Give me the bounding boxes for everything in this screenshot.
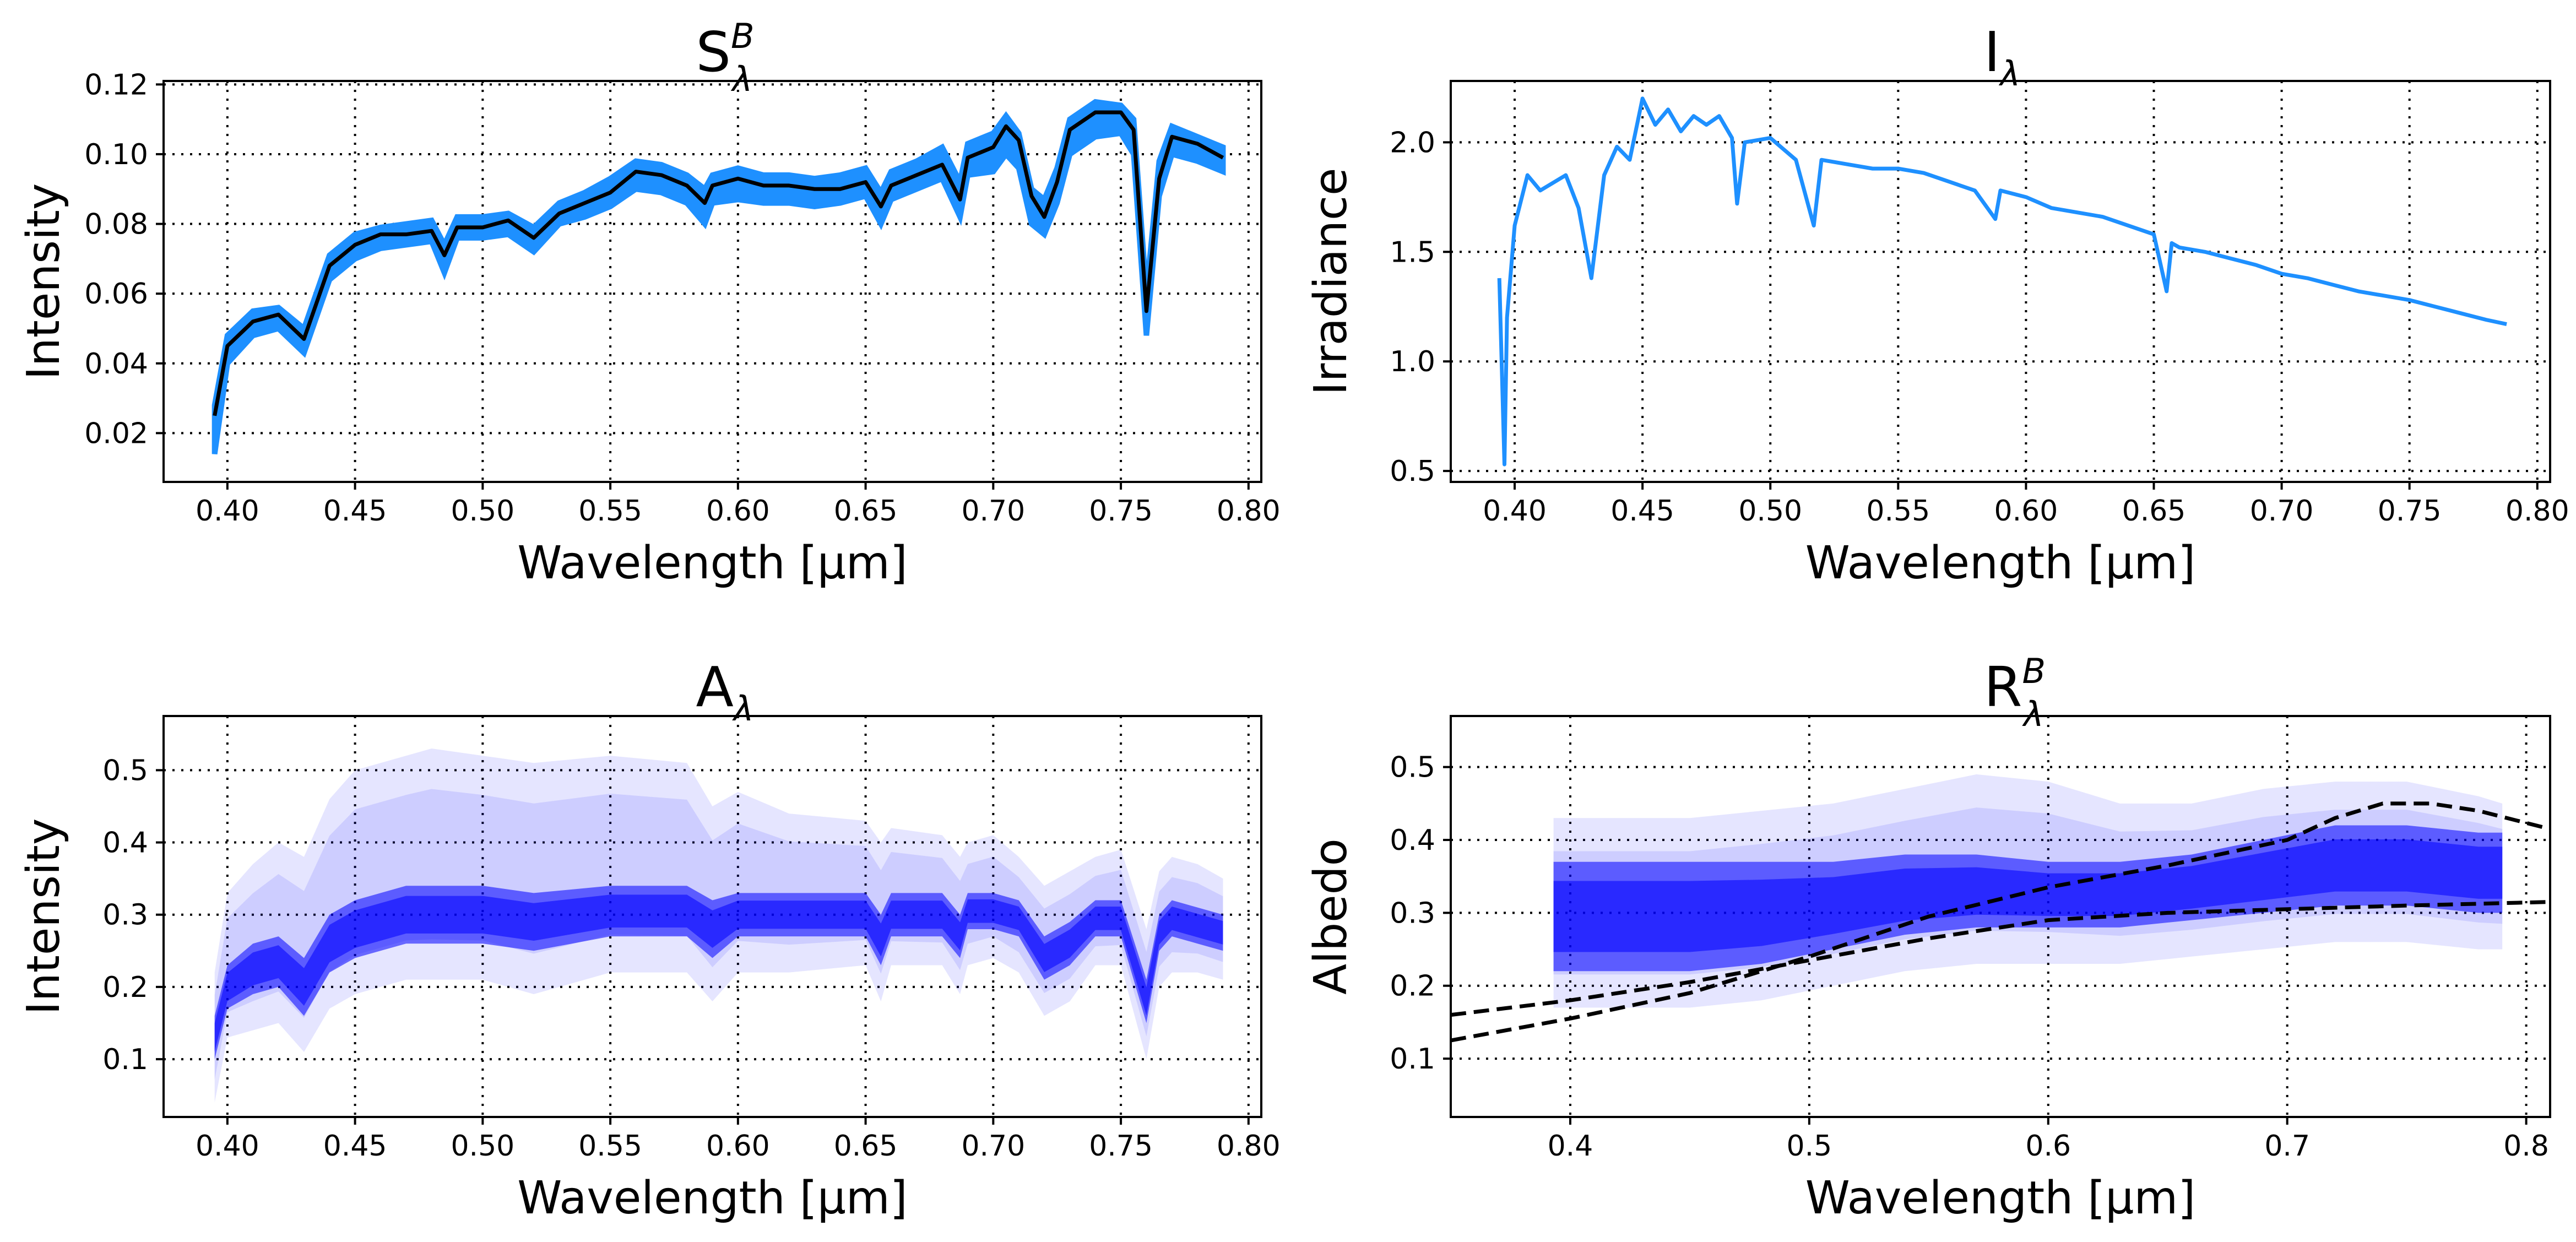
x-tick-label: 0.55 — [578, 495, 642, 528]
series-ensemble-layer-3 — [214, 894, 1223, 1052]
chart-title: SB λ — [696, 16, 755, 99]
series-line-0 — [1497, 96, 2507, 467]
chart-title-superscript: B — [2022, 651, 2046, 691]
chart-title-subscript: λ — [732, 688, 754, 729]
x-tick-label: 0.8 — [2503, 1130, 2549, 1163]
x-tick-label: 0.65 — [834, 495, 898, 528]
chart-title-main: R — [1984, 655, 2022, 719]
chart-panel-bottom-left: 0.40 0.45 0.50 0.55 0.60 0.65 0.70 0.75 0.80 0.1 0… — [18, 655, 1281, 1224]
y-tick-label: 0.10 — [84, 138, 148, 171]
chart-panel-top-right: 0.40 0.45 0.50 0.55 0.60 0.65 0.70 0.75 0.80 0.5 1… — [1305, 20, 2569, 589]
y-tick-label: 0.5 — [1390, 751, 1435, 784]
series-dashed-2 — [1451, 801, 2550, 1043]
plot-area — [211, 99, 1226, 455]
x-tick-label: 0.7 — [2264, 1130, 2310, 1163]
x-axis-label: Wavelength [μm] — [1805, 1172, 2196, 1224]
x-tick-label: 0.55 — [1866, 495, 1930, 528]
y-tick-label: 1.5 — [1390, 236, 1435, 269]
x-tick-label: 0.75 — [1089, 1130, 1153, 1163]
x-tick-label: 0.60 — [1994, 495, 2058, 528]
y-tick-label: 0.08 — [84, 208, 148, 241]
y-tick-label: 0.2 — [102, 971, 148, 1004]
x-tick-label: 0.50 — [451, 495, 514, 528]
y-tick-label: 0.4 — [102, 827, 148, 860]
x-axis-label: Wavelength [μm] — [1805, 537, 2196, 589]
x-axis-label: Wavelength [μm] — [517, 537, 908, 589]
x-tick-label: 0.70 — [961, 1130, 1025, 1163]
x-tick-label: 0.60 — [706, 1130, 770, 1163]
chart-title-main: I — [1984, 20, 2000, 84]
y-tick-label: 0.06 — [84, 278, 148, 311]
x-tick-label: 0.40 — [1483, 495, 1547, 528]
x-tick-label: 0.80 — [2506, 495, 2569, 528]
plot-frame — [162, 715, 1262, 1118]
x-axis-label: Wavelength [μm] — [517, 1172, 908, 1224]
y-tick-label: 0.3 — [1390, 897, 1435, 930]
plot-frame — [1450, 715, 2551, 1118]
y-tick-label: 0.2 — [1390, 970, 1435, 1003]
x-tick-label: 0.6 — [2025, 1130, 2071, 1163]
plot-frame — [162, 80, 1262, 483]
y-tick-label: 0.04 — [84, 348, 148, 381]
x-tick-label: 0.4 — [1548, 1130, 1593, 1163]
x-tick-label: 0.70 — [961, 495, 1025, 528]
plot-area — [1497, 96, 2507, 467]
plot-area — [214, 749, 1223, 1103]
chart-panel-top-left: 0.40 0.45 0.50 0.55 0.60 0.65 0.70 0.75 0.80 0.02… — [18, 16, 1281, 589]
grid — [1451, 81, 2550, 482]
x-tick-label: 0.45 — [323, 495, 387, 528]
x-tick-label: 0.60 — [706, 495, 770, 528]
x-tick-label: 0.50 — [1738, 495, 1802, 528]
y-tick-label: 2.0 — [1390, 126, 1435, 159]
x-tick-label: 0.45 — [1610, 495, 1674, 528]
series-ensemble-layer-3 — [1553, 839, 2503, 952]
y-tick-label: 0.4 — [1390, 824, 1435, 857]
plot-area — [1451, 774, 2550, 1043]
chart-title: RB λ — [1984, 651, 2046, 734]
chart-title-subscript: λ — [2022, 694, 2044, 734]
y-axis-label: Albedo — [1305, 838, 1357, 995]
x-tick-label: 0.55 — [578, 1130, 642, 1163]
chart-title-subscript: λ — [731, 59, 753, 99]
chart-title-superscript: B — [731, 16, 755, 56]
chart-title-main: S — [696, 20, 731, 84]
x-tick-label: 0.75 — [1089, 495, 1153, 528]
x-tick-label: 0.45 — [323, 1130, 387, 1163]
x-tick-label: 0.75 — [2378, 495, 2442, 528]
chart-title: Iλ — [1984, 20, 2020, 94]
y-tick-label: 0.02 — [84, 417, 148, 450]
series-band-0 — [211, 99, 1226, 455]
series-dashed-1 — [1451, 900, 2550, 1017]
y-tick-label: 1.0 — [1390, 345, 1435, 378]
x-tick-label: 0.40 — [196, 495, 259, 528]
x-tick-label: 0.80 — [1217, 495, 1281, 528]
x-tick-label: 0.80 — [1217, 1130, 1281, 1163]
x-tick-label: 0.5 — [1787, 1130, 1832, 1163]
x-tick-label: 0.50 — [451, 1130, 514, 1163]
x-tick-label: 0.65 — [2122, 495, 2186, 528]
chart-title-subscript: λ — [1999, 53, 2021, 94]
chart-title: Aλ — [696, 655, 754, 729]
series-line-1 — [213, 110, 1224, 416]
chart-panel-bottom-right: 0.4 0.5 0.6 0.7 0.8 0.1 0.2 0.3 0.4 0.5 Wavelength… — [1305, 651, 2551, 1224]
y-tick-label: 0.3 — [102, 899, 148, 932]
chart-title-main: A — [696, 655, 734, 719]
y-tick-label: 0.12 — [84, 68, 148, 101]
plot-frame — [1450, 80, 2551, 483]
x-tick-label: 0.65 — [834, 1130, 898, 1163]
y-axis-label: Irradiance — [1305, 167, 1357, 395]
y-tick-label: 0.1 — [1390, 1043, 1435, 1076]
y-axis-label: Intensity — [18, 818, 70, 1015]
x-tick-label: 0.70 — [2250, 495, 2314, 528]
y-tick-label: 0.1 — [102, 1043, 148, 1076]
y-tick-label: 0.5 — [102, 754, 148, 787]
x-tick-label: 0.40 — [196, 1130, 259, 1163]
y-tick-label: 0.5 — [1390, 455, 1435, 488]
y-axis-label: Intensity — [18, 183, 70, 380]
